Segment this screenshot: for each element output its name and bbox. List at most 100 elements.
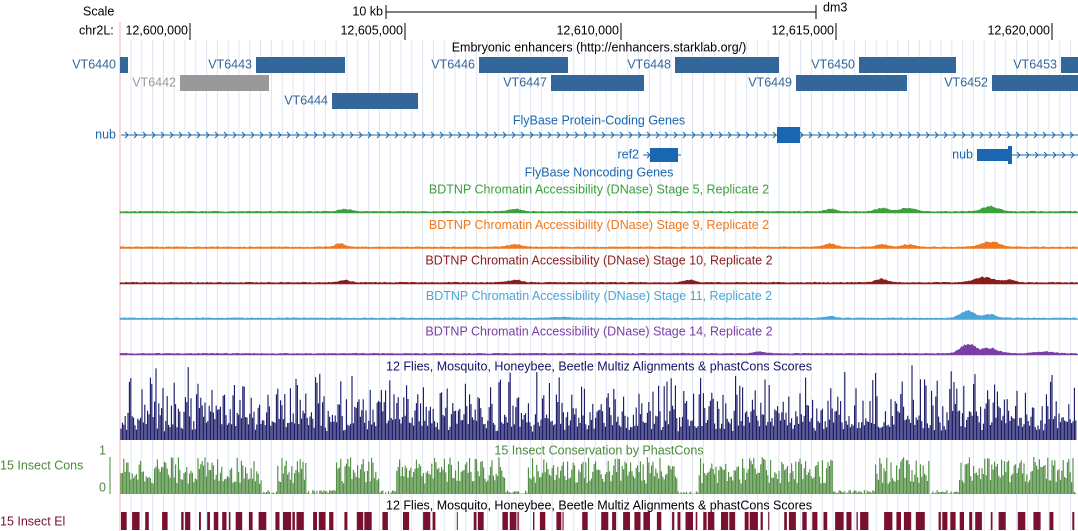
conserved-element <box>213 512 219 530</box>
enhancer-label: VT6450 <box>811 57 855 71</box>
conserved-element <box>199 512 201 530</box>
enhancer-label: VT6448 <box>627 57 671 71</box>
conserved-element <box>509 512 517 530</box>
enhancer <box>551 75 644 91</box>
axis-label: 1 <box>99 443 106 457</box>
conserved-element <box>990 512 993 530</box>
conserved-element <box>788 512 796 530</box>
conserved-element <box>258 512 267 530</box>
conserved-element <box>707 512 715 530</box>
position-label: 12,620,000 <box>987 23 1050 37</box>
conserved-element <box>318 512 326 530</box>
conserved-element <box>313 512 317 530</box>
dnase-signal <box>119 343 1078 356</box>
axis-label: 0 <box>99 480 106 494</box>
enhancer-label: VT6442 <box>132 75 176 89</box>
enhancer-label: VT6444 <box>284 93 328 107</box>
enhancer-label: VT6452 <box>944 75 988 89</box>
conserved-element <box>938 512 941 530</box>
track-title: FlyBase Noncoding Genes <box>525 165 674 179</box>
enhancer <box>859 57 956 73</box>
conserved-element <box>275 512 280 530</box>
conserved-element <box>382 512 388 530</box>
conserved-element <box>132 512 140 530</box>
conserved-element <box>685 512 693 530</box>
track-label: 15 Insect Cons <box>0 458 83 472</box>
track-title: Embryonic enhancers (http://enhancers.st… <box>452 40 747 54</box>
conserved-element <box>677 512 681 530</box>
assembly: dm3 <box>823 0 847 14</box>
conserved-element <box>185 512 191 530</box>
scale-length: 10 kb <box>352 4 383 18</box>
gene-exon <box>1008 146 1012 164</box>
track-title: 12 Flies, Mosquito, Honeybee, Beetle Mul… <box>386 359 812 373</box>
conserved-element <box>283 512 292 530</box>
enhancer-label: VT6449 <box>748 75 792 89</box>
enhancer <box>180 75 269 91</box>
position-label: 12,610,000 <box>556 23 619 37</box>
conserved-element <box>744 512 749 530</box>
dnase-signal <box>119 241 1078 249</box>
conserved-element <box>749 512 758 530</box>
conserved-element <box>721 512 729 530</box>
conserved-element <box>969 512 973 530</box>
enhancer <box>675 57 779 73</box>
conserved-element <box>162 512 168 530</box>
conserved-element <box>473 512 477 530</box>
enhancer <box>1061 57 1078 73</box>
enhancer <box>332 93 418 109</box>
phastcons-signal <box>120 457 1077 494</box>
gene-exon <box>777 127 800 143</box>
enhancer <box>479 57 568 73</box>
conserved-element <box>915 512 925 530</box>
scale-label: Scale <box>83 4 114 18</box>
conserved-element <box>181 512 184 530</box>
conserved-element <box>222 512 227 530</box>
conserved-element <box>562 512 564 530</box>
conserved-element <box>856 512 858 530</box>
enhancer-label: VT6453 <box>1013 57 1057 71</box>
conserved-element <box>760 512 763 530</box>
conserved-element <box>477 512 484 530</box>
conserved-element <box>823 512 828 530</box>
conserved-element <box>896 512 901 530</box>
track-title: BDTNP Chromatin Accessibility (DNase) St… <box>426 289 772 303</box>
conserved-element <box>432 512 436 530</box>
dnase-signal <box>119 309 1078 320</box>
conserved-element <box>403 512 410 530</box>
conserved-element <box>672 512 675 530</box>
conserved-element <box>601 512 609 530</box>
track-title: BDTNP Chromatin Accessibility (DNase) St… <box>429 218 769 232</box>
enhancer <box>796 75 907 91</box>
enhancer-label: VT6440 <box>72 57 116 71</box>
track-title: BDTNP Chromatin Accessibility (DNase) St… <box>425 324 772 338</box>
conserved-element <box>634 512 641 530</box>
conserved-element <box>502 512 508 530</box>
scale-bar <box>385 5 817 19</box>
gene-exon <box>650 148 678 162</box>
conserved-element <box>1017 512 1026 530</box>
conserved-element <box>903 512 912 530</box>
dnase-signal <box>119 276 1078 285</box>
conserved-element <box>812 512 818 530</box>
conserved-element <box>768 512 770 530</box>
enhancer-label: VT6447 <box>503 75 547 89</box>
track-title: 12 Flies, Mosquito, Honeybee, Beetle Mul… <box>386 498 812 512</box>
gene-label: nub <box>95 127 116 141</box>
conserved-element <box>292 512 295 530</box>
multiz-signal <box>120 365 1077 440</box>
gene-line <box>121 131 1078 139</box>
gene-label: ref2 <box>617 147 639 161</box>
enhancer-label: VT6446 <box>431 57 475 71</box>
conserved-element <box>145 512 149 530</box>
conserved-element <box>423 512 431 530</box>
track-label: 15 Insect El <box>0 514 65 528</box>
track-title: BDTNP Chromatin Accessibility (DNase) St… <box>425 253 772 267</box>
conserved-element <box>533 512 535 530</box>
gene-exon <box>977 149 1008 161</box>
enhancer-label: VT6443 <box>208 57 252 71</box>
conserved-element <box>846 512 852 530</box>
conserved-element <box>296 512 304 530</box>
conserved-element <box>860 512 869 530</box>
